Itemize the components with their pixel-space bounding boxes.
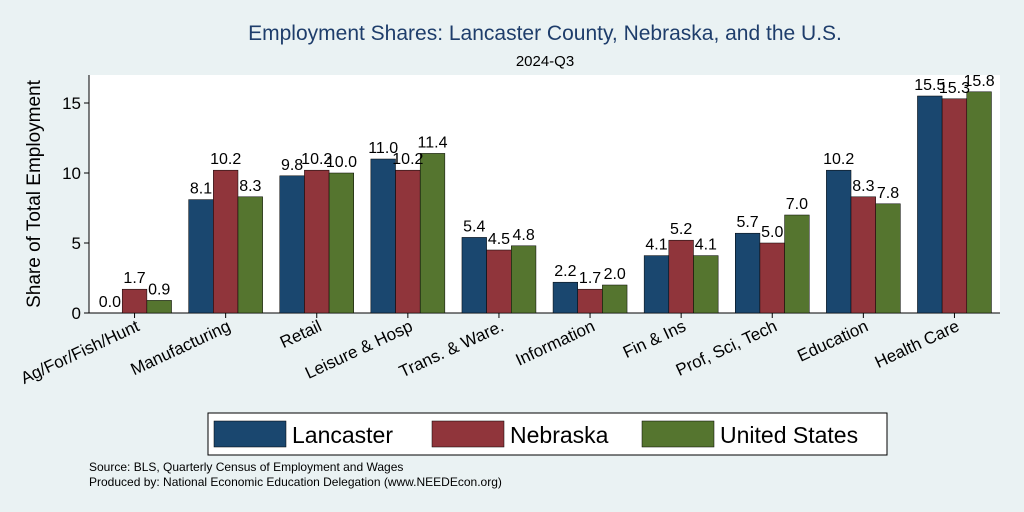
- bar-united-states: [966, 91, 992, 314]
- bar-united-states: [419, 153, 446, 314]
- bar-nebraska: [668, 239, 694, 314]
- y-tick-label: 10: [62, 164, 81, 183]
- legend-swatch-lancaster: [213, 420, 287, 448]
- value-label-nebraska: 15.3: [939, 80, 970, 97]
- value-label-nebraska: 10.2: [392, 151, 423, 168]
- value-labels: 0.01.70.98.110.28.39.810.210.011.010.211…: [99, 73, 995, 311]
- value-label-nebraska: 1.7: [123, 270, 145, 287]
- x-tick-label: Prof, Sci, Tech: [673, 316, 780, 379]
- bar-united-states: [511, 245, 537, 314]
- value-label-lancaster: 0.0: [99, 294, 121, 311]
- produced-by-note: Produced by: National Economic Education…: [89, 475, 502, 489]
- value-label-nebraska: 5.2: [670, 221, 692, 238]
- value-label-lancaster: 11.0: [368, 140, 398, 157]
- bar-nebraska: [304, 169, 330, 314]
- legend-label-lancaster: Lancaster: [292, 422, 393, 448]
- value-label-united-states: 11.4: [418, 134, 448, 151]
- x-tick-label: Fin & Ins: [620, 316, 689, 362]
- y-axis-label: Share of Total Employment: [24, 79, 45, 307]
- value-label-nebraska: 10.2: [210, 151, 241, 168]
- value-label-nebraska: 4.5: [488, 231, 510, 248]
- legend: Lancaster Nebraska United States: [207, 412, 888, 456]
- bar-nebraska: [941, 98, 968, 314]
- bar-united-states: [328, 172, 355, 314]
- bar-lancaster: [370, 158, 396, 314]
- value-label-lancaster: 9.8: [281, 157, 303, 174]
- x-tick-label: Ag/For/Fish/Hunt: [18, 316, 143, 388]
- y-tick-label: 0: [72, 304, 81, 323]
- bar-lancaster: [643, 255, 670, 314]
- bar-nebraska: [850, 196, 876, 314]
- value-label-lancaster: 10.2: [823, 151, 854, 168]
- x-tick-label: Information: [513, 316, 598, 369]
- value-label-united-states: 8.3: [239, 178, 261, 195]
- bar-lancaster: [826, 169, 852, 314]
- bars: [121, 91, 992, 314]
- bar-lancaster: [735, 232, 761, 314]
- value-label-nebraska: 8.3: [852, 178, 874, 195]
- value-label-united-states: 2.0: [604, 266, 626, 283]
- bar-lancaster: [461, 237, 487, 314]
- chart-title: Employment Shares: Lancaster County, Neb…: [248, 22, 842, 45]
- bar-lancaster: [917, 95, 943, 314]
- x-tick-label: Trans. & Ware.: [396, 316, 506, 381]
- y-tick-label: 5: [72, 234, 81, 253]
- x-tick-label: Retail: [277, 316, 324, 352]
- bar-united-states: [693, 255, 719, 314]
- x-tick-label: Education: [794, 316, 871, 365]
- source-note: Source: BLS, Quarterly Census of Employm…: [89, 460, 404, 474]
- legend-items: Lancaster Nebraska United States: [213, 420, 858, 448]
- bar-nebraska: [577, 288, 603, 314]
- legend-label-nebraska: Nebraska: [510, 422, 609, 448]
- value-label-nebraska: 5.0: [761, 224, 783, 241]
- bar-nebraska: [213, 169, 239, 314]
- legend-label-united-states: United States: [720, 422, 858, 448]
- y-axis-ticks: 0 5 10 15: [62, 94, 89, 323]
- x-tick-label: Health Care: [872, 316, 962, 372]
- value-label-lancaster: 2.2: [554, 263, 576, 280]
- x-tick-label: Manufacturing: [128, 316, 234, 379]
- value-label-united-states: 15.8: [964, 73, 995, 90]
- legend-swatch-nebraska: [431, 420, 505, 448]
- bar-united-states: [146, 300, 172, 314]
- value-label-nebraska: 1.7: [579, 270, 601, 287]
- chart-subtitle: 2024-Q3: [516, 53, 574, 70]
- value-label-united-states: 10.0: [326, 154, 357, 171]
- bar-lancaster: [188, 199, 214, 314]
- value-label-lancaster: 4.1: [645, 237, 667, 254]
- bar-nebraska: [486, 249, 512, 314]
- value-label-lancaster: 15.5: [914, 77, 945, 94]
- bar-united-states: [875, 203, 901, 314]
- value-label-united-states: 7.8: [877, 185, 899, 202]
- value-label-lancaster: 5.4: [463, 218, 485, 235]
- bar-nebraska: [395, 169, 421, 314]
- value-label-united-states: 7.0: [786, 196, 808, 213]
- value-label-nebraska: 10.2: [301, 151, 332, 168]
- value-label-united-states: 4.8: [512, 227, 534, 244]
- y-tick-label: 15: [62, 94, 81, 113]
- value-label-united-states: 4.1: [695, 237, 717, 254]
- bar-nebraska: [759, 242, 785, 314]
- bar-united-states: [784, 214, 810, 314]
- bar-united-states: [237, 196, 263, 314]
- legend-box: [207, 412, 888, 456]
- bar-nebraska: [121, 288, 148, 314]
- bar-lancaster: [279, 175, 305, 314]
- bar-united-states: [602, 284, 628, 314]
- legend-swatch-united-states: [641, 420, 715, 448]
- bar-lancaster: [552, 281, 578, 314]
- value-label-united-states: 0.9: [148, 281, 170, 298]
- value-label-lancaster: 8.1: [190, 181, 212, 198]
- value-label-lancaster: 5.7: [736, 214, 758, 231]
